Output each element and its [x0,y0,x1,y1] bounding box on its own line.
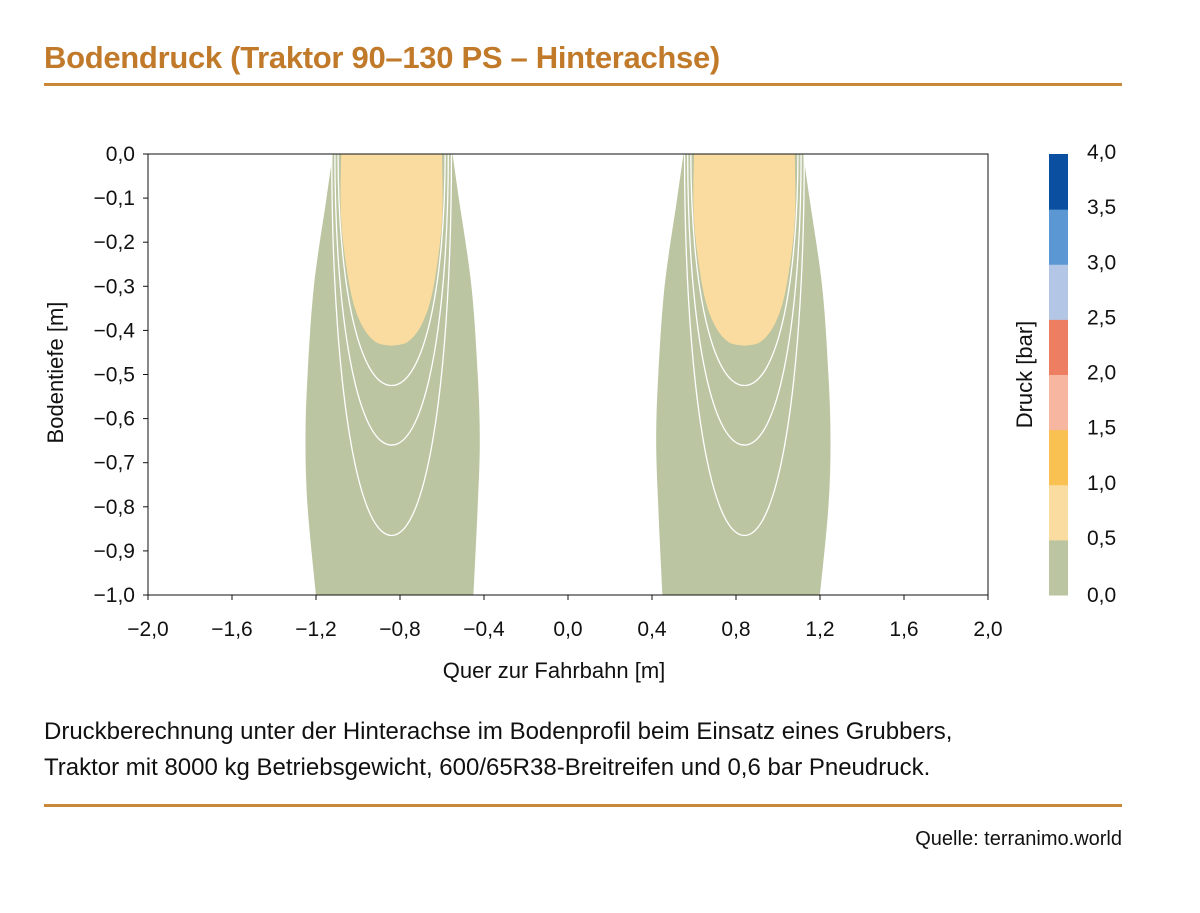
colorbar-segment-1 [1049,539,1068,596]
figure-caption: Druckberechnung unter der Hinterachse im… [44,714,1134,786]
plot-area [305,154,831,595]
pressure-zone-0-5-left-wheel [340,154,443,346]
colorbar-segment-3 [1049,429,1068,486]
x-tick-label: −2,0 [127,618,168,641]
x-tick-label: −1,6 [211,618,252,641]
caption-line-2: Traktor mit 8000 kg Betriebsgewicht, 600… [44,754,931,781]
y-tick-label: −0,8 [94,496,135,519]
title-divider [44,83,1122,86]
chart-title: Bodendruck (Traktor 90–130 PS – Hinterac… [44,40,720,75]
isobar-left-wheel-3 [331,154,453,537]
colorbar-tick-label: 1,0 [1087,472,1116,495]
colorbar-segment-8 [1049,154,1068,210]
colorbar-segment-7 [1049,209,1068,265]
y-tick-label: −0,2 [94,231,135,254]
isobar-right-wheel-3 [683,154,805,537]
colorbar-tick-label: 2,0 [1087,362,1116,385]
y-tick-label: −0,6 [94,408,135,431]
x-tick-label: 0,0 [553,618,582,641]
colorbar-tick-label: 1,5 [1087,417,1116,440]
y-tick-label: −1,0 [94,584,135,607]
axes: −2,0 −1,6 −1,2 −0,8 −0,4 0,0 0,4 0,8 1,2 1,6 2,0 0,… [43,143,1003,683]
colorbar-segment-4 [1049,374,1068,431]
source-note: Quelle: terranimo.world [915,828,1122,850]
pressure-zones [305,154,831,595]
colorbar-tick-label: 3,0 [1087,251,1116,274]
colorbar: 0,0 0,5 1,0 1,5 2,0 2,5 3,0 3,5 4,0 Druck [bar] [1012,141,1116,607]
y-tick-label: 0,0 [106,143,135,166]
caption-line-1: Druckberechnung unter der Hinterachse im… [44,718,953,745]
isobar-left-wheel-1 [337,154,446,387]
x-tick-label: 0,4 [637,618,667,641]
plot-frame [147,153,989,596]
colorbar-tick-label: 3,5 [1087,196,1116,219]
y-tick-label: −0,4 [94,319,136,342]
colorbar-segment-2 [1049,484,1068,541]
x-tick-label: 1,2 [805,618,834,641]
colorbar-tick-label: 2,5 [1087,306,1116,329]
y-tick-label: −0,7 [94,452,135,475]
isobar-left-wheel-2 [334,154,449,446]
x-tick-label: −0,4 [463,618,505,641]
x-axis-label: Quer zur Fahrbahn [m] [443,658,666,683]
pressure-heatmap-chart: −2,0 −1,6 −1,2 −0,8 −0,4 0,0 0,4 0,8 1,2 1,6 2,00,… [43,141,1116,683]
x-tick-label: 0,8 [721,618,750,641]
isobar-right-wheel-1 [690,154,799,387]
y-tick-label: −0,9 [94,540,135,563]
colorbar-tick-label: 4,0 [1087,141,1116,164]
pressure-zone-0-5-right-wheel [693,154,796,346]
y-tick-label: −0,5 [94,364,135,387]
x-tick-label: 1,6 [889,618,918,641]
y-tick-label: −0,3 [94,275,135,298]
y-tick-label: −0,1 [94,187,135,210]
isobar-right-wheel-2 [687,154,802,446]
caption-divider [44,804,1122,807]
x-tick-label: 2,0 [973,618,1002,641]
colorbar-tick-label: 0,5 [1087,527,1116,550]
x-tick-label: −1,2 [295,618,336,641]
colorbar-segment-5 [1049,319,1068,375]
y-axis-label: Bodentiefe [m] [43,302,68,444]
x-tick-label: −0,8 [379,618,420,641]
colorbar-tick-label: 0,0 [1087,584,1116,607]
colorbar-label: Druck [bar] [1012,321,1037,429]
colorbar-segment-6 [1049,264,1068,320]
